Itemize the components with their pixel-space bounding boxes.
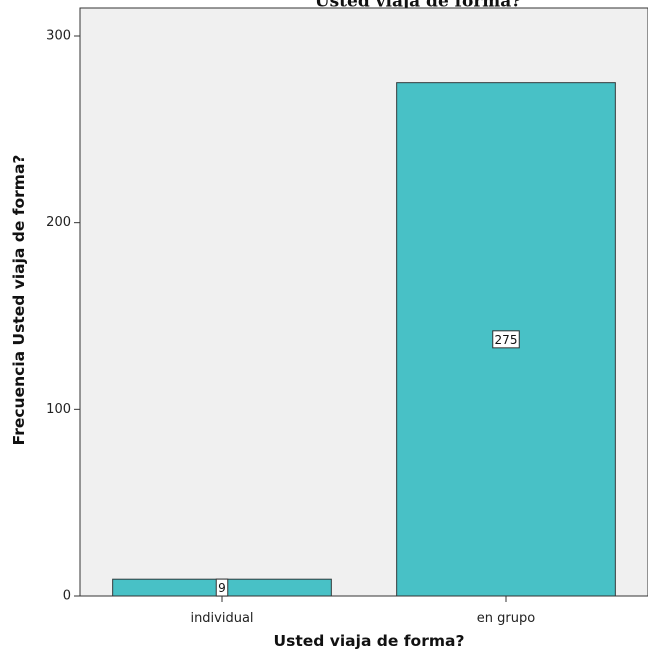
y-tick-label: 200 xyxy=(46,215,71,230)
y-tick-label: 300 xyxy=(46,29,71,44)
x-tick-label: en grupo xyxy=(477,611,535,626)
y-axis-title: Frecuencia Usted viaja de forma? xyxy=(10,155,28,446)
x-axis-title: Usted viaja de forma? xyxy=(274,632,465,650)
chart-title: Usted viaja de forma? xyxy=(315,0,522,12)
x-axis-ticks: individual en grupo xyxy=(190,596,535,626)
y-axis-ticks: 0 100 200 300 xyxy=(46,29,80,604)
data-label: 275 xyxy=(495,333,518,347)
y-tick-label: 100 xyxy=(46,402,71,417)
data-label-box xyxy=(492,330,520,349)
y-tick-label: 0 xyxy=(63,589,71,604)
x-tick-label: individual xyxy=(190,611,253,626)
data-label: 9 xyxy=(218,581,226,595)
bars: 9 275 xyxy=(112,82,616,597)
